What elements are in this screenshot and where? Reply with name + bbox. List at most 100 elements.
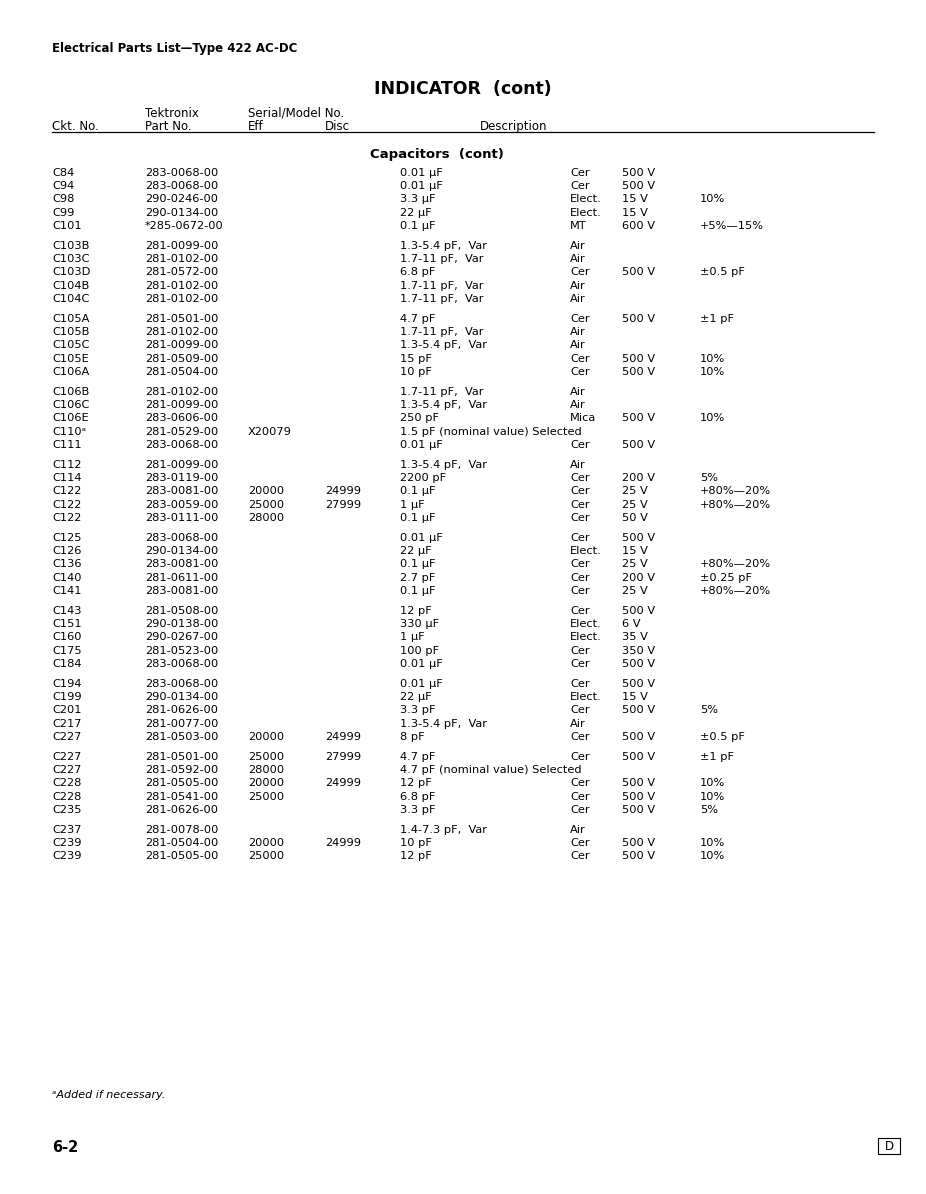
Text: 10%: 10% — [700, 353, 725, 364]
Text: C104C: C104C — [52, 294, 90, 303]
Text: C112: C112 — [52, 460, 81, 470]
Text: Cer: Cer — [570, 752, 590, 762]
Text: 283-0111-00: 283-0111-00 — [145, 512, 219, 523]
Text: C184: C184 — [52, 659, 81, 669]
Text: 283-0606-00: 283-0606-00 — [145, 413, 219, 424]
Text: 5%: 5% — [700, 805, 718, 814]
Text: Cer: Cer — [570, 607, 590, 616]
Text: Elect.: Elect. — [570, 208, 602, 217]
Text: C103D: C103D — [52, 267, 91, 277]
Text: +80%—20%: +80%—20% — [700, 560, 771, 570]
Text: C228: C228 — [52, 778, 81, 788]
Text: 4.7 pF: 4.7 pF — [400, 752, 435, 762]
Text: Cer: Cer — [570, 439, 590, 450]
Text: 1.7-11 pF,  Var: 1.7-11 pF, Var — [400, 281, 483, 290]
Text: D: D — [884, 1140, 894, 1153]
Text: 2200 pF: 2200 pF — [400, 473, 446, 484]
Text: 283-0068-00: 283-0068-00 — [145, 168, 219, 178]
Text: 1.3-5.4 pF,  Var: 1.3-5.4 pF, Var — [400, 340, 487, 350]
Text: 15 V: 15 V — [622, 546, 648, 556]
Text: 1.5 pF (nominal value) Selected: 1.5 pF (nominal value) Selected — [400, 426, 582, 437]
Text: 500 V: 500 V — [622, 778, 655, 788]
Text: 1.4-7.3 pF,  Var: 1.4-7.3 pF, Var — [400, 825, 487, 835]
Text: Cer: Cer — [570, 586, 590, 596]
Text: 22 μF: 22 μF — [400, 546, 432, 556]
Text: 281-0099-00: 281-0099-00 — [145, 460, 219, 470]
Text: Air: Air — [570, 281, 586, 290]
Text: Disc: Disc — [325, 121, 350, 133]
Text: 27999: 27999 — [325, 752, 361, 762]
Text: 10%: 10% — [700, 195, 725, 204]
Text: C122: C122 — [52, 499, 81, 510]
Text: 0.1 μF: 0.1 μF — [400, 586, 435, 596]
Text: C217: C217 — [52, 719, 81, 728]
Text: 2.7 pF: 2.7 pF — [400, 573, 435, 583]
Text: Electrical Parts List—Type 422 AC-DC: Electrical Parts List—Type 422 AC-DC — [52, 42, 297, 55]
Text: C175: C175 — [52, 646, 81, 656]
Text: 330 μF: 330 μF — [400, 620, 439, 629]
Text: 500 V: 500 V — [622, 792, 655, 801]
Text: 283-0068-00: 283-0068-00 — [145, 679, 219, 689]
Text: Cer: Cer — [570, 838, 590, 848]
Text: C227: C227 — [52, 752, 81, 762]
Text: C141: C141 — [52, 586, 81, 596]
Text: ᵃAdded if necessary.: ᵃAdded if necessary. — [52, 1090, 166, 1100]
Text: 4.7 pF: 4.7 pF — [400, 314, 435, 324]
Text: 4.7 pF (nominal value) Selected: 4.7 pF (nominal value) Selected — [400, 765, 582, 775]
Text: Elect.: Elect. — [570, 546, 602, 556]
Text: 15 V: 15 V — [622, 195, 648, 204]
Text: 200 V: 200 V — [622, 573, 655, 583]
Text: 281-0611-00: 281-0611-00 — [145, 573, 219, 583]
Text: 24999: 24999 — [325, 838, 361, 848]
Text: Elect.: Elect. — [570, 195, 602, 204]
FancyBboxPatch shape — [878, 1138, 900, 1153]
Text: C201: C201 — [52, 706, 81, 715]
Text: C126: C126 — [52, 546, 81, 556]
Text: 281-0504-00: 281-0504-00 — [145, 838, 219, 848]
Text: C103C: C103C — [52, 254, 90, 264]
Text: Air: Air — [570, 719, 586, 728]
Text: C194: C194 — [52, 679, 81, 689]
Text: 281-0102-00: 281-0102-00 — [145, 294, 219, 303]
Text: 500 V: 500 V — [622, 607, 655, 616]
Text: 0.01 μF: 0.01 μF — [400, 439, 443, 450]
Text: 500 V: 500 V — [622, 533, 655, 543]
Text: 500 V: 500 V — [622, 353, 655, 364]
Text: 283-0068-00: 283-0068-00 — [145, 181, 219, 191]
Text: 25000: 25000 — [248, 499, 284, 510]
Text: Cer: Cer — [570, 792, 590, 801]
Text: 0.01 μF: 0.01 μF — [400, 659, 443, 669]
Text: 281-0099-00: 281-0099-00 — [145, 241, 219, 251]
Text: Ckt. No.: Ckt. No. — [52, 121, 99, 133]
Text: Serial/Model No.: Serial/Model No. — [248, 107, 344, 121]
Text: *285-0672-00: *285-0672-00 — [145, 221, 224, 230]
Text: 281-0078-00: 281-0078-00 — [145, 825, 219, 835]
Text: 281-0626-00: 281-0626-00 — [145, 706, 218, 715]
Text: Cer: Cer — [570, 560, 590, 570]
Text: C160: C160 — [52, 633, 81, 642]
Text: C105A: C105A — [52, 314, 90, 324]
Text: Air: Air — [570, 241, 586, 251]
Text: 290-0138-00: 290-0138-00 — [145, 620, 219, 629]
Text: 283-0081-00: 283-0081-00 — [145, 586, 219, 596]
Text: Description: Description — [480, 121, 547, 133]
Text: 283-0059-00: 283-0059-00 — [145, 499, 219, 510]
Text: Air: Air — [570, 460, 586, 470]
Text: C235: C235 — [52, 805, 81, 814]
Text: 1 μF: 1 μF — [400, 633, 425, 642]
Text: 3.3 pF: 3.3 pF — [400, 706, 435, 715]
Text: 20000: 20000 — [248, 732, 284, 741]
Text: 500 V: 500 V — [622, 659, 655, 669]
Text: Air: Air — [570, 254, 586, 264]
Text: 500 V: 500 V — [622, 838, 655, 848]
Text: C101: C101 — [52, 221, 81, 230]
Text: C239: C239 — [52, 838, 81, 848]
Text: 6.8 pF: 6.8 pF — [400, 792, 435, 801]
Text: C151: C151 — [52, 620, 81, 629]
Text: Part No.: Part No. — [145, 121, 192, 133]
Text: 3.3 μF: 3.3 μF — [400, 195, 435, 204]
Text: 281-0592-00: 281-0592-00 — [145, 765, 219, 775]
Text: 25000: 25000 — [248, 851, 284, 861]
Text: Cer: Cer — [570, 851, 590, 861]
Text: 0.1 μF: 0.1 μF — [400, 560, 435, 570]
